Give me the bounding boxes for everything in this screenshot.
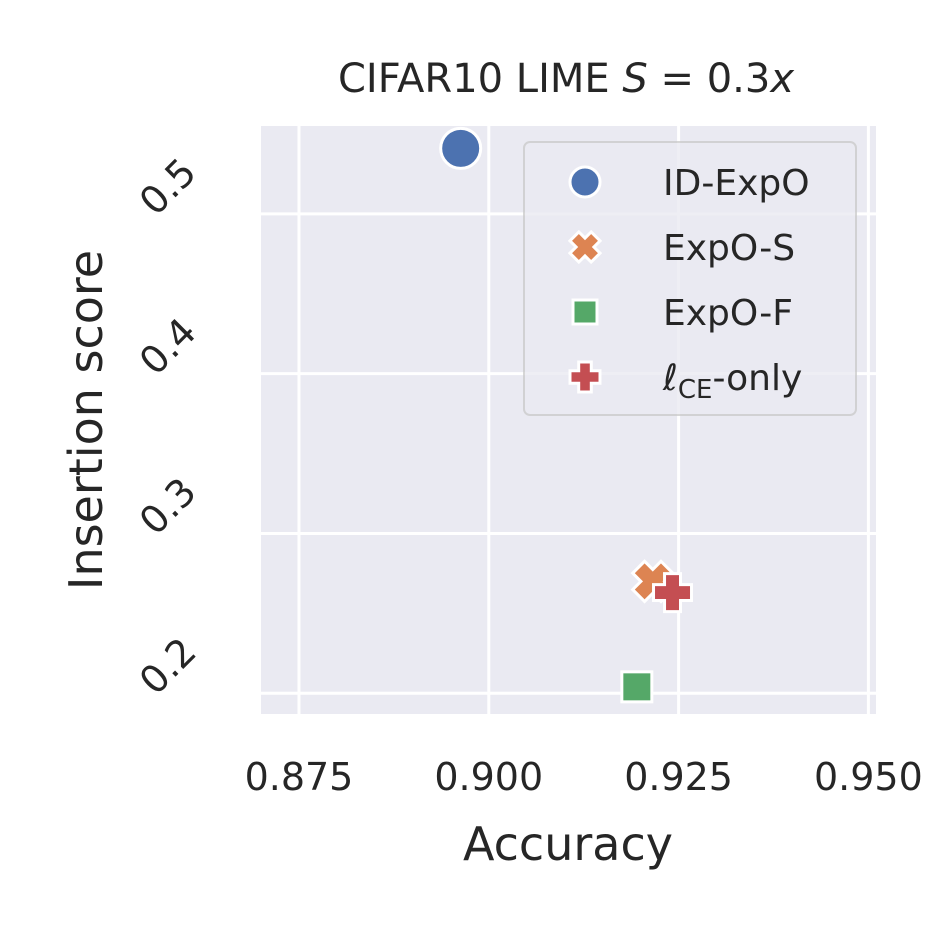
- y-axis-label: Insertion score: [59, 250, 113, 590]
- legend-marker: [567, 229, 603, 265]
- y-tick-label: 0.3: [131, 469, 205, 543]
- chart-title: CIFAR10 LIME S = 0.3x: [338, 56, 794, 102]
- legend-box: [523, 141, 857, 416]
- legend-marker: [568, 360, 602, 394]
- legend: ID-ExpO ExpO-S ExpO-F ℓCE-only: [523, 141, 857, 416]
- y-tick-label: 0.4: [131, 310, 205, 384]
- x-axis-label: Accuracy: [463, 817, 673, 871]
- y-tick-label: 0.2: [131, 629, 205, 703]
- legend-label: ExpO-S: [663, 228, 795, 269]
- legend-label: ℓCE-only: [662, 358, 802, 405]
- legend-label: ID-ExpO: [663, 163, 810, 204]
- y-tick-labels: 0.2 0.3 0.4 0.5: [131, 150, 205, 703]
- y-tick-label: 0.5: [131, 150, 205, 224]
- legend-marker: [571, 298, 599, 326]
- legend-label: ExpO-F: [663, 293, 793, 334]
- x-tick-label: 0.925: [624, 755, 733, 799]
- x-tick-label: 0.875: [245, 755, 354, 799]
- x-tick-label: 0.950: [814, 755, 923, 799]
- point-circle: [439, 126, 483, 170]
- data-points: [439, 126, 694, 704]
- legend-marker: [568, 165, 602, 199]
- point-plus: [652, 572, 694, 614]
- x-tick-labels: 0.875 0.900 0.925 0.950: [245, 755, 923, 799]
- point-square: [620, 670, 654, 704]
- x-tick-label: 0.900: [434, 755, 543, 799]
